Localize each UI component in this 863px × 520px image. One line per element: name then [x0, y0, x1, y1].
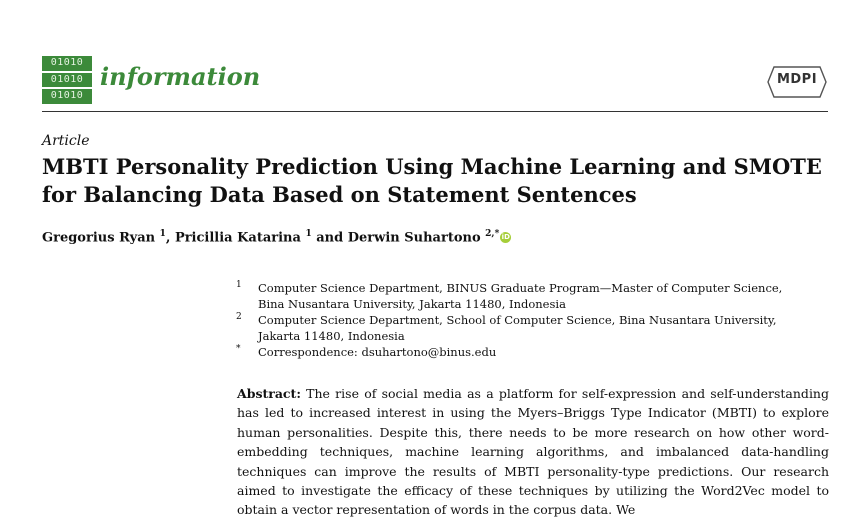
logo-row: 01010 — [42, 89, 92, 104]
header-divider — [42, 111, 828, 112]
author-affiliation-mark: 2,* — [485, 229, 500, 239]
affiliation-line: Bina Nusantara University, Jakarta 11480… — [258, 297, 566, 311]
orcid-icon[interactable]: iD — [500, 232, 512, 244]
author-name: Derwin Suhartono — [347, 230, 481, 246]
affiliation-mark: 2 — [236, 312, 242, 322]
affiliation-item: 2 Computer Science Department, School of… — [236, 312, 796, 344]
publisher-name: MDPI — [776, 72, 818, 87]
abstract: Abstract: The rise of social media as a … — [237, 384, 829, 520]
correspondence-mark: * — [236, 344, 241, 354]
mdpi-logo: MDPI — [766, 64, 828, 100]
author-affiliation-mark: 1 — [159, 229, 166, 239]
journal-header: 01010 01010 01010 information MDPI — [42, 56, 828, 112]
correspondence-email[interactable]: Correspondence: dsuhartono@binus.edu — [258, 345, 497, 359]
abstract-label: Abstract: — [237, 386, 301, 401]
affiliations: 1 Computer Science Department, BINUS Gra… — [236, 280, 796, 360]
affiliation-item: 1 Computer Science Department, BINUS Gra… — [236, 280, 796, 312]
affiliation-line: Computer Science Department, BINUS Gradu… — [258, 281, 783, 295]
article-type: Article — [42, 133, 90, 149]
author-separator: and — [311, 230, 348, 246]
logo-row: 01010 — [42, 56, 92, 71]
author-name: Pricillia Katarina — [174, 230, 301, 246]
mdpi-hexagon-icon — [767, 66, 827, 98]
author-affiliation-mark: 1 — [305, 229, 312, 239]
paper-title: MBTI Personality Prediction Using Machin… — [42, 154, 822, 207]
journal-logo: 01010 01010 01010 — [42, 56, 92, 104]
author-name: Gregorius Ryan — [42, 230, 156, 246]
author-list: Gregorius Ryan 1, Pricillia Katarina 1 a… — [42, 229, 512, 246]
affiliation-line: Jakarta 11480, Indonesia — [258, 329, 405, 343]
journal-name: information — [100, 62, 261, 91]
author-separator: , — [165, 230, 175, 246]
affiliation-line: Computer Science Department, School of C… — [258, 313, 777, 327]
affiliation-mark: 1 — [236, 280, 242, 290]
abstract-text: The rise of social media as a platform f… — [237, 386, 829, 518]
logo-row: 01010 — [42, 72, 92, 87]
correspondence-item: * Correspondence: dsuhartono@binus.edu — [236, 344, 796, 360]
